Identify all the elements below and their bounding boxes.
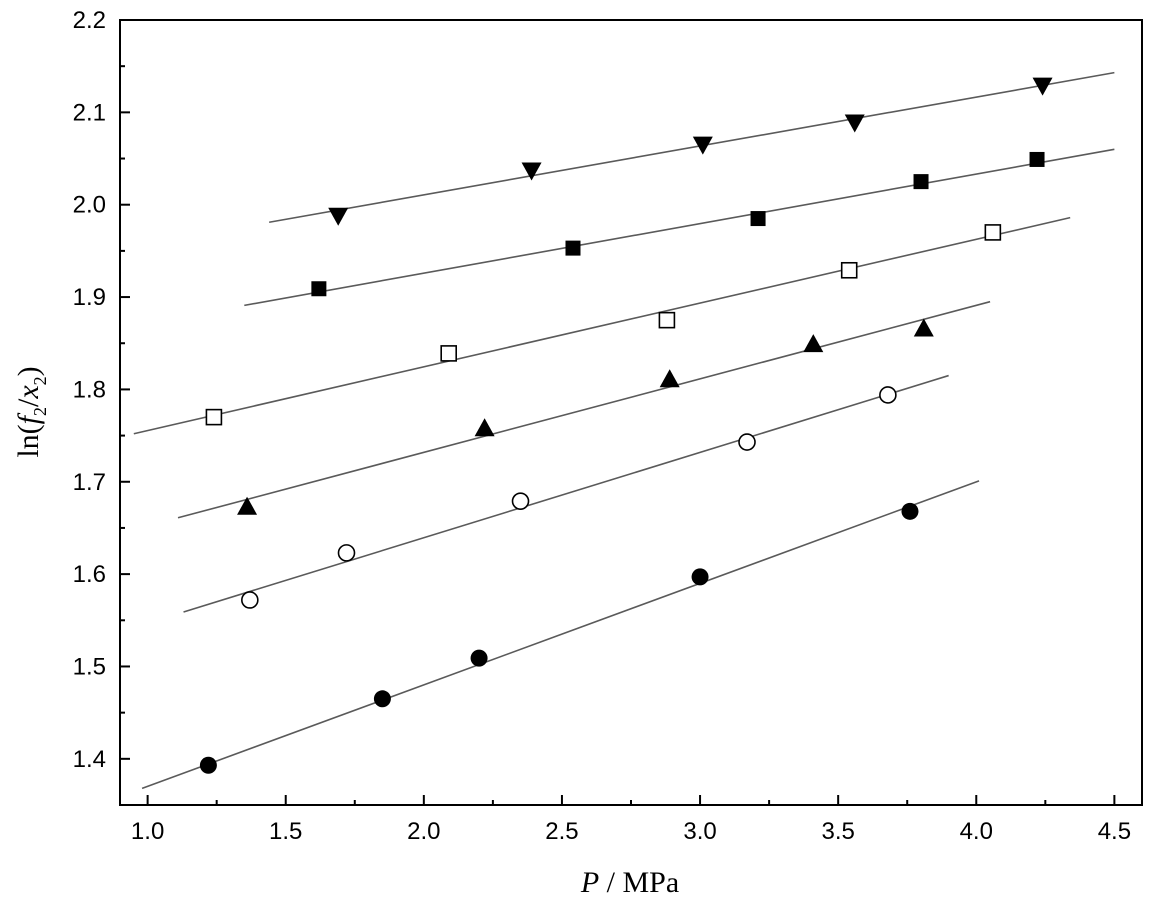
point-open-circle (241, 591, 259, 609)
point-filled-square (1029, 151, 1045, 167)
point-filled-circle (199, 756, 217, 774)
point-filled-square (750, 211, 766, 227)
y-tick-label: 1.8 (73, 376, 106, 403)
y-tick-label: 1.9 (73, 284, 106, 311)
point-open-circle (337, 544, 356, 562)
point-filled-triangle-down (328, 207, 349, 226)
y-axis-title-sub1: 2 (30, 407, 50, 416)
x-axis-title-var: P (580, 866, 599, 899)
point-filled-triangle-up (913, 318, 934, 337)
y-axis-title-sub2: 2 (30, 376, 50, 385)
point-filled-triangle-down (844, 114, 865, 133)
point-filled-triangle-up (659, 369, 680, 388)
y-axis-tick-labels: 1.4 1.5 1.6 1.7 1.8 1.9 2.0 2.1 2.2 (73, 7, 106, 773)
point-filled-square (565, 240, 581, 256)
point-filled-circle (373, 690, 391, 708)
x-tick-label: 3.0 (683, 818, 716, 845)
x-tick-label: 2.0 (407, 818, 440, 845)
fit-line-filled-circle (141, 480, 980, 790)
y-tick-label: 1.5 (73, 653, 106, 680)
y-axis-title-prefix: ln( (12, 424, 45, 457)
point-open-circle (511, 492, 530, 510)
point-filled-circle (901, 502, 919, 520)
data-markers (199, 77, 1053, 774)
x-tick-label: 1.5 (269, 818, 302, 845)
y-axis-title-suffix: ) (12, 366, 45, 376)
fit-line-filled-triangle-down (269, 71, 1115, 224)
x-axis-title-unit: / MPa (599, 866, 679, 899)
y-tick-label: 1.7 (73, 469, 106, 496)
point-filled-triangle-up (803, 334, 824, 353)
point-open-circle (738, 433, 756, 451)
x-tick-label: 2.5 (545, 818, 578, 845)
point-open-square (440, 345, 457, 362)
x-tick-label: 4.0 (960, 818, 993, 845)
x-axis-title: P / MPa (580, 866, 679, 899)
point-filled-triangle-down (692, 136, 713, 155)
point-open-square (205, 408, 223, 426)
x-tick-label: 3.5 (821, 818, 854, 845)
y-axis-title-x: x (12, 385, 45, 400)
point-filled-square (913, 174, 929, 190)
fit-line-open-square (133, 216, 1071, 435)
point-filled-triangle-down (521, 162, 542, 181)
point-open-square (840, 261, 858, 279)
x-tick-label: 1.0 (131, 818, 164, 845)
x-axis-tick-labels: 1.0 1.5 2.0 2.5 3.0 3.5 4.0 4.5 (131, 818, 1131, 845)
x-tick-label: 4.5 (1098, 818, 1131, 845)
plot-frame (119, 19, 1143, 806)
point-open-square (658, 311, 676, 329)
fit-lines (133, 71, 1115, 790)
point-open-circle (879, 386, 897, 404)
x-axis-ticks (146, 795, 1116, 805)
fit-line-open-circle (183, 374, 949, 613)
y-tick-label: 2.0 (73, 192, 106, 219)
y-tick-label: 1.4 (73, 746, 106, 773)
y-axis-ticks (120, 19, 130, 760)
y-axis-title: ln(f2/x2) (12, 366, 50, 457)
point-filled-triangle-up (474, 418, 495, 437)
point-filled-triangle-up (237, 496, 258, 515)
y-axis-title-slash: / (12, 398, 45, 407)
point-filled-circle (691, 568, 709, 586)
point-filled-circle (470, 649, 488, 667)
fit-line-filled-square (244, 148, 1115, 307)
point-filled-triangle-down (1032, 77, 1053, 96)
fit-line-filled-triangle-up (177, 300, 991, 519)
y-tick-label: 2.2 (73, 7, 106, 34)
y-tick-label: 1.6 (73, 561, 106, 588)
y-tick-label: 2.1 (73, 99, 106, 126)
point-filled-square (311, 281, 327, 297)
point-open-square (984, 224, 1002, 241)
